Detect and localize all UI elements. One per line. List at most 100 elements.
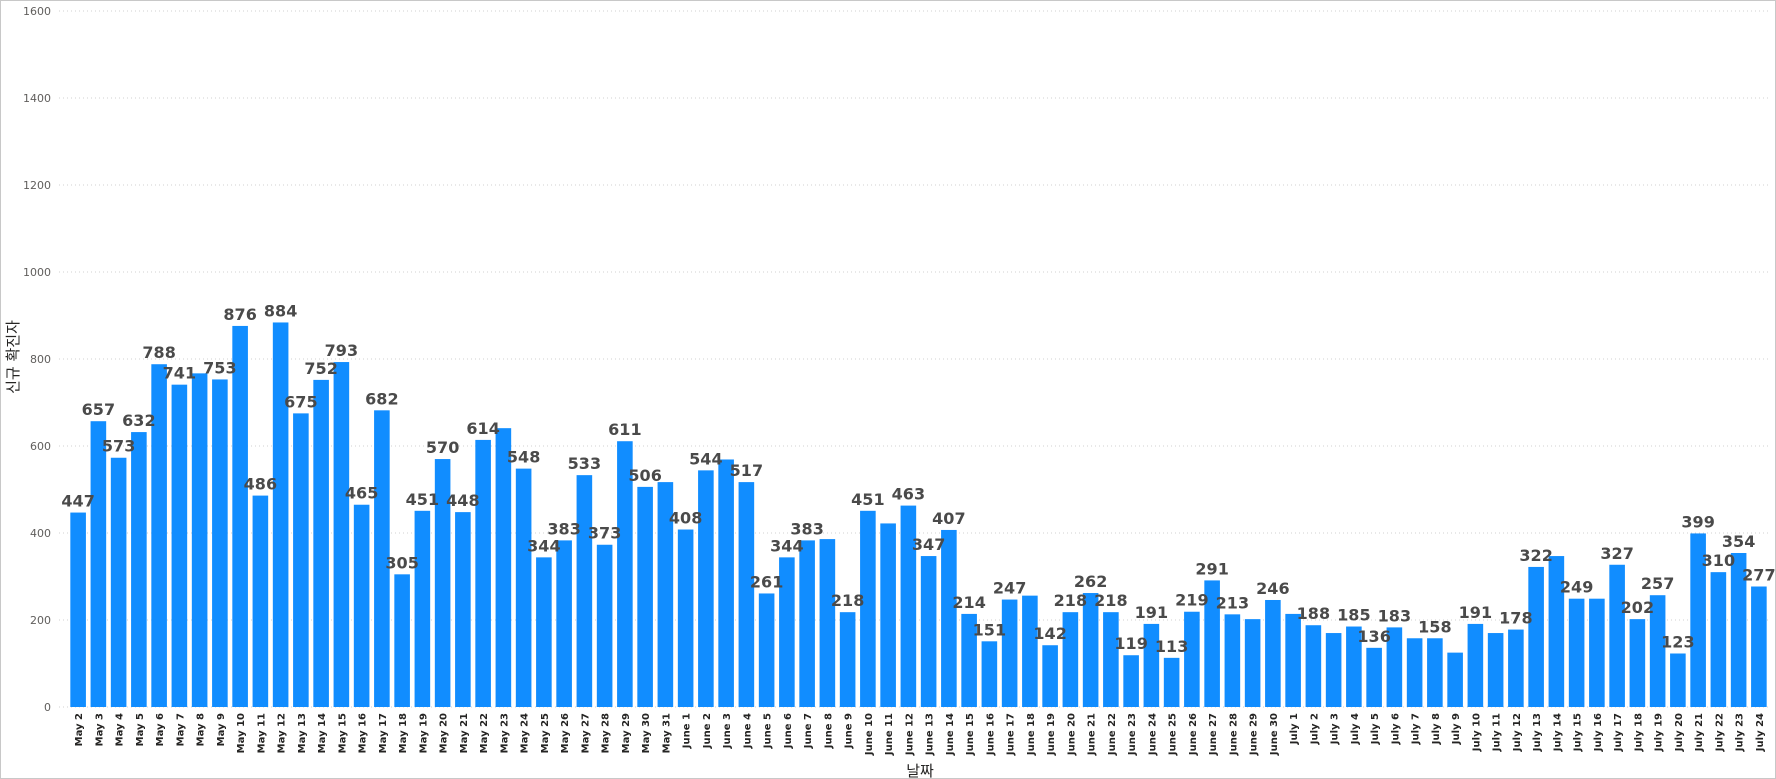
bar[interactable] — [1285, 613, 1301, 707]
bar[interactable] — [738, 482, 755, 707]
data-label: 373 — [588, 524, 621, 543]
bar[interactable] — [252, 495, 269, 707]
bar[interactable] — [1305, 625, 1322, 707]
bar[interactable] — [374, 410, 390, 707]
bar[interactable] — [110, 457, 127, 707]
bar[interactable] — [1629, 619, 1646, 707]
bar[interactable] — [353, 504, 370, 707]
bar[interactable] — [1589, 598, 1605, 707]
bar[interactable] — [799, 540, 815, 707]
bar[interactable] — [313, 379, 329, 707]
bar[interactable] — [1467, 623, 1484, 707]
bar[interactable] — [171, 384, 188, 707]
bar[interactable] — [1103, 612, 1119, 707]
bar[interactable] — [1487, 633, 1504, 707]
bar[interactable] — [657, 482, 674, 707]
y-tick-label: 1600 — [23, 5, 51, 18]
bar[interactable] — [455, 512, 471, 707]
bar[interactable] — [1224, 614, 1241, 707]
bar[interactable] — [1346, 626, 1362, 707]
bar[interactable] — [839, 612, 856, 707]
bar[interactable] — [860, 510, 876, 707]
bar[interactable] — [981, 641, 998, 707]
bar[interactable] — [1001, 599, 1018, 707]
bar[interactable] — [1447, 652, 1463, 707]
bar[interactable] — [1244, 619, 1261, 707]
bar[interactable] — [677, 529, 694, 707]
bar[interactable] — [333, 362, 350, 707]
bar[interactable] — [1062, 612, 1079, 707]
y-axis-title: 신규 확진자 — [4, 320, 22, 394]
bar[interactable] — [1710, 572, 1727, 707]
bar[interactable] — [1751, 586, 1767, 707]
bar[interactable] — [1548, 556, 1565, 707]
bar[interactable] — [819, 539, 836, 707]
data-label: 213 — [1216, 593, 1249, 612]
bar[interactable] — [293, 413, 309, 707]
bar[interactable] — [1265, 599, 1281, 707]
bar[interactable] — [70, 512, 86, 707]
bar[interactable] — [1325, 633, 1342, 707]
bar[interactable] — [475, 439, 491, 707]
bar[interactable] — [1143, 623, 1160, 707]
bar[interactable] — [961, 613, 977, 707]
x-tick-label: May 3 — [94, 713, 105, 746]
bar[interactable] — [1204, 580, 1220, 707]
x-tick-label: June 6 — [783, 713, 794, 749]
bar[interactable] — [212, 379, 228, 707]
y-tick-label: 1400 — [23, 92, 51, 105]
bar[interactable] — [1609, 564, 1625, 707]
bar[interactable] — [131, 432, 147, 707]
bar[interactable] — [414, 510, 431, 707]
bar[interactable] — [920, 556, 937, 707]
bar[interactable] — [1123, 655, 1139, 707]
bar[interactable] — [394, 574, 410, 707]
bar[interactable] — [1406, 638, 1423, 707]
bar[interactable] — [718, 459, 734, 707]
bar[interactable] — [272, 322, 289, 707]
bar[interactable] — [758, 593, 775, 707]
data-label: 305 — [385, 553, 418, 572]
bar[interactable] — [576, 475, 593, 707]
bar[interactable] — [1042, 645, 1058, 707]
bar[interactable] — [1730, 553, 1747, 707]
bar[interactable] — [1508, 629, 1524, 707]
bar[interactable] — [232, 325, 248, 707]
bar[interactable] — [1184, 611, 1200, 707]
bar[interactable] — [1022, 595, 1038, 707]
data-label: 876 — [223, 305, 256, 324]
bar[interactable] — [536, 557, 552, 707]
bar[interactable] — [434, 459, 451, 707]
x-tick-label: June 18 — [1026, 713, 1037, 756]
bar[interactable] — [1366, 647, 1382, 707]
bar[interactable] — [1690, 533, 1706, 707]
x-tick-label: May 7 — [175, 713, 186, 746]
bar[interactable] — [1163, 657, 1180, 707]
bar[interactable] — [1386, 627, 1403, 707]
bar[interactable] — [880, 523, 896, 707]
x-tick-label: May 15 — [337, 713, 348, 753]
bar[interactable] — [617, 441, 633, 707]
bar[interactable] — [900, 505, 917, 707]
bar[interactable] — [1649, 595, 1666, 707]
data-label: 447 — [61, 492, 94, 511]
bar[interactable] — [637, 486, 653, 707]
bar[interactable] — [90, 421, 107, 707]
bar[interactable] — [495, 428, 512, 707]
bar[interactable] — [1670, 653, 1686, 707]
bar[interactable] — [1082, 593, 1099, 707]
bar[interactable] — [515, 468, 532, 707]
bar[interactable] — [596, 544, 613, 707]
bar[interactable] — [191, 373, 208, 707]
bar[interactable] — [779, 557, 795, 707]
bar[interactable] — [556, 540, 572, 707]
x-tick-label: May 25 — [540, 713, 551, 753]
data-label: 544 — [689, 449, 722, 468]
bar[interactable] — [698, 470, 714, 707]
bar[interactable] — [1528, 566, 1544, 707]
bar[interactable] — [1568, 598, 1585, 707]
bar[interactable] — [151, 364, 167, 707]
bar[interactable] — [1427, 638, 1443, 707]
bar[interactable] — [941, 529, 957, 707]
